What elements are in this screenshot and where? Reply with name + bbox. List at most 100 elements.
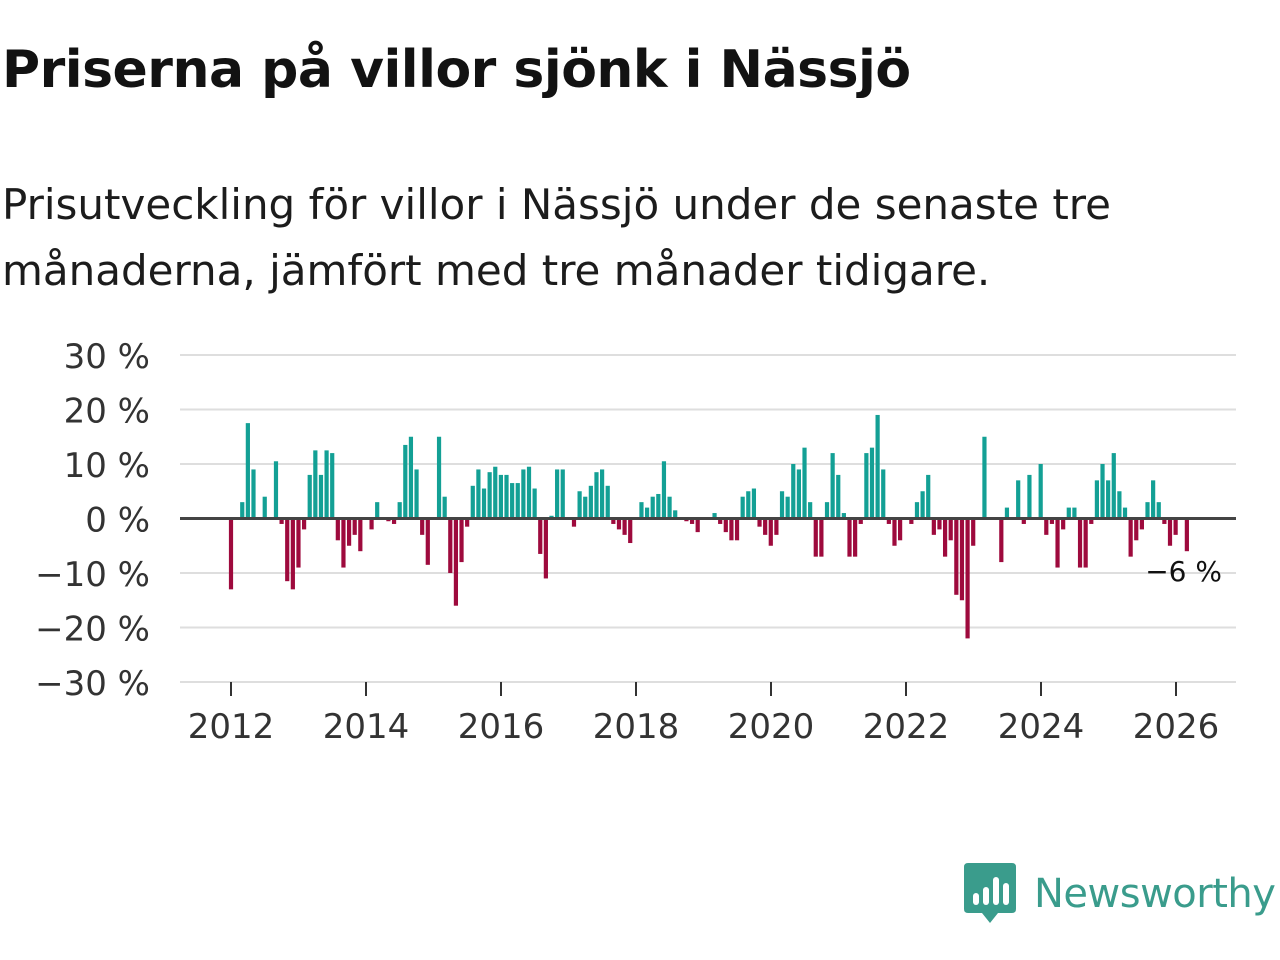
- bar: [942, 518, 948, 557]
- bar: [358, 518, 363, 552]
- bar: [251, 469, 256, 519]
- bar: [397, 502, 402, 519]
- bar: [341, 518, 346, 568]
- bar: [898, 518, 903, 541]
- bar: [881, 469, 886, 519]
- bar: [1049, 518, 1055, 524]
- bar: [1061, 518, 1066, 530]
- last-value-label: −6 %: [1145, 555, 1222, 588]
- bar: [1134, 518, 1139, 541]
- bar: [667, 496, 672, 519]
- y-tick-label: 10 %: [64, 446, 150, 486]
- bar: [689, 518, 695, 524]
- bar: [465, 518, 470, 527]
- bar: [1027, 474, 1032, 519]
- bar: [262, 496, 267, 519]
- bar: [560, 469, 565, 519]
- bar: [600, 469, 605, 519]
- bar: [796, 469, 801, 519]
- bar: [285, 518, 290, 582]
- bar: [403, 444, 408, 519]
- bar: [453, 518, 459, 606]
- bar: [1016, 480, 1021, 519]
- bar: [886, 518, 891, 524]
- bar: [481, 488, 487, 519]
- bar: [909, 518, 914, 524]
- y-tick-label: −30 %: [35, 664, 150, 704]
- bar: [971, 518, 976, 546]
- bar: [948, 518, 953, 541]
- bar: [414, 469, 419, 519]
- bar: [352, 518, 357, 535]
- x-tick-label: 2014: [323, 707, 410, 747]
- bar: [470, 485, 475, 519]
- bar: [313, 450, 318, 519]
- bar: [931, 518, 936, 535]
- bar: [920, 491, 925, 519]
- bar: [543, 518, 548, 579]
- bar: [487, 472, 492, 519]
- bar: [375, 502, 380, 519]
- bar: [318, 474, 324, 519]
- bar: [729, 518, 734, 541]
- bar: [768, 518, 773, 546]
- bar: [1128, 518, 1133, 557]
- bar: [459, 518, 464, 563]
- bar: [442, 496, 447, 519]
- bar: [824, 502, 830, 519]
- bar: [1004, 507, 1010, 519]
- bar: [330, 453, 335, 519]
- bar: [892, 518, 897, 546]
- bar: [1094, 480, 1100, 519]
- bar: [661, 461, 667, 519]
- bar: [555, 469, 560, 519]
- bar: [673, 510, 678, 519]
- gridlines: [180, 354, 1236, 683]
- bar: [1111, 453, 1116, 519]
- bar: [335, 518, 340, 541]
- bar: [847, 518, 852, 557]
- bar: [498, 474, 503, 519]
- chart-subtitle: Prisutveckling för villor i Nässjö under…: [2, 180, 1111, 295]
- bar: [1072, 507, 1077, 519]
- bar: [448, 518, 453, 573]
- bar: [245, 423, 250, 519]
- bar: [791, 464, 796, 519]
- bar: [324, 450, 329, 519]
- bar: [999, 518, 1004, 563]
- bar: [605, 485, 610, 519]
- bar-chart: 30 %20 %10 %0 %−10 %−20 %−30 % 2012 2014 2…: [35, 337, 1236, 747]
- bar: [538, 518, 543, 554]
- bar: [1044, 518, 1049, 535]
- bar: [240, 502, 245, 519]
- bar: [819, 518, 824, 557]
- bar: [1167, 518, 1173, 546]
- bar: [644, 507, 650, 519]
- bar: [279, 518, 284, 524]
- bar: [757, 518, 762, 527]
- bar: [504, 474, 509, 519]
- bar: [1162, 518, 1167, 524]
- bar: [616, 518, 622, 530]
- bar: [858, 518, 863, 524]
- bar: [577, 491, 582, 519]
- bar: [391, 518, 397, 524]
- bar: [982, 436, 987, 519]
- bar: [734, 518, 740, 541]
- brand-name: Newsworthy: [1034, 871, 1276, 917]
- x-tick-label: 2016: [458, 707, 545, 747]
- bar: [1100, 464, 1105, 519]
- bar: [425, 518, 430, 565]
- bar: [532, 488, 537, 519]
- bar: [774, 518, 779, 535]
- bar: [1139, 518, 1144, 530]
- bar: [1077, 518, 1083, 568]
- bar: [785, 496, 790, 519]
- x-tick-label: 2012: [188, 707, 275, 747]
- bar: [1089, 518, 1094, 524]
- bar: [959, 518, 965, 601]
- bar: [1055, 518, 1060, 568]
- bar: [1066, 507, 1071, 519]
- bar: [408, 436, 414, 519]
- x-tick-label: 2022: [863, 707, 950, 747]
